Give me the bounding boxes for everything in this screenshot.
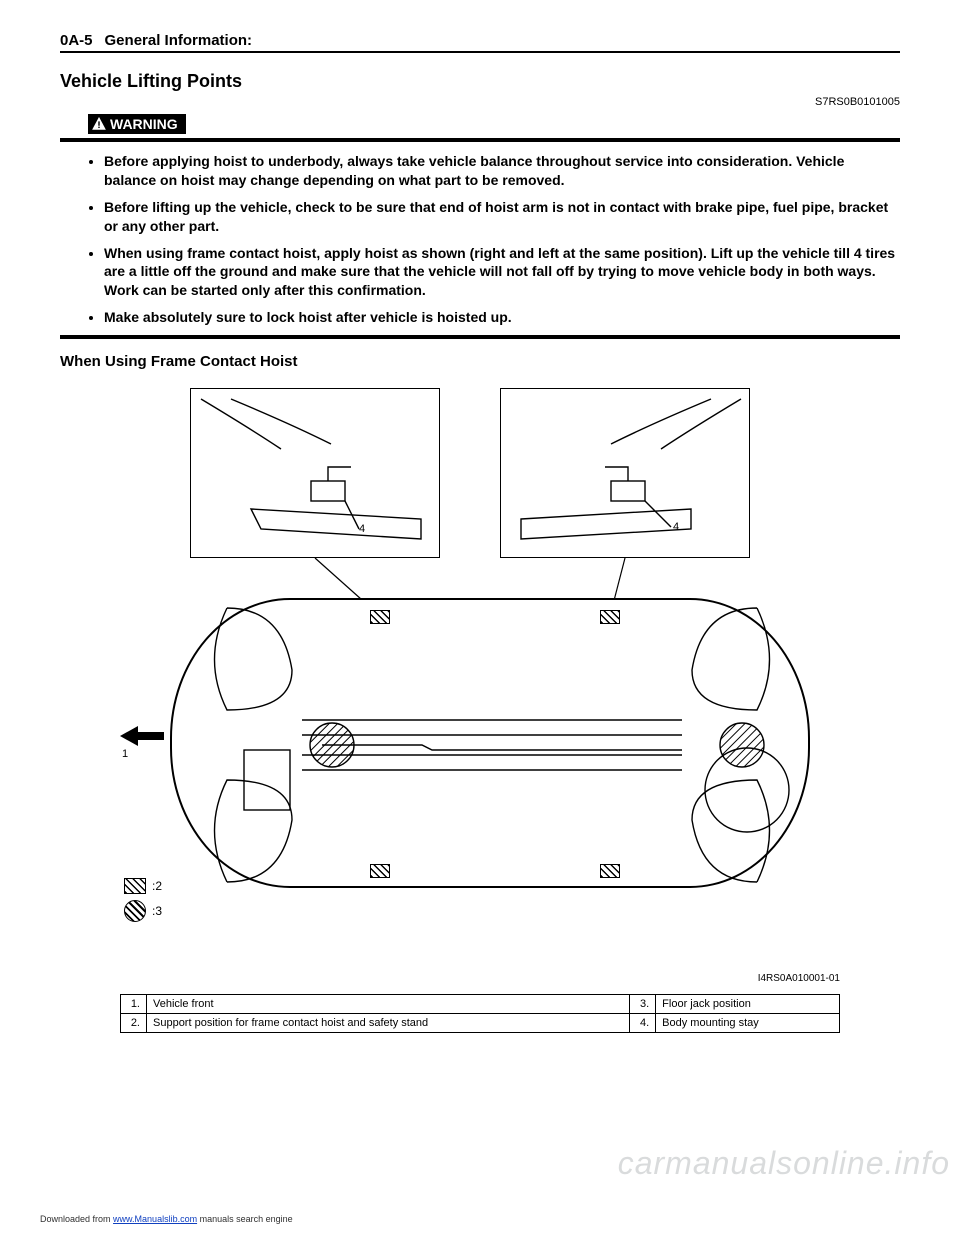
legend-num: 4. — [630, 1014, 656, 1033]
inset-right-label: 4 — [673, 521, 679, 533]
inset-right: 4 — [500, 388, 750, 558]
document-code: S7RS0B0101005 — [60, 96, 900, 108]
legend-key-square: :2 — [124, 878, 162, 894]
hatch-circle-icon — [124, 900, 146, 922]
warning-item: Make absolutely sure to lock hoist after… — [104, 308, 900, 327]
inset-left: 4 — [190, 388, 440, 558]
front-arrow-label: 1 — [122, 748, 128, 760]
legend-text: Support position for frame contact hoist… — [147, 1014, 630, 1033]
inset-left-label: 4 — [359, 523, 365, 535]
support-point-fr — [600, 610, 620, 624]
inset-left-drawing — [191, 389, 441, 559]
legend-key-circle: :3 — [124, 900, 162, 922]
warning-item: Before applying hoist to underbody, alwa… — [104, 152, 900, 190]
legend-keys: :2 :3 — [124, 878, 162, 928]
warning-block: WARNING Before applying hoist to underbo… — [60, 114, 900, 339]
page-header: 0A-5 General Information: — [60, 32, 900, 49]
watermark: carmanualsonline.info — [618, 1145, 950, 1182]
table-row: 1. Vehicle front 3. Floor jack position — [121, 995, 840, 1014]
legend-key-square-label: :2 — [152, 879, 162, 893]
warning-label: WARNING — [88, 114, 186, 134]
legend-text: Vehicle front — [147, 995, 630, 1014]
figure-area: 4 4 — [120, 388, 840, 988]
subheading: When Using Frame Contact Hoist — [60, 353, 900, 370]
figure-code: I4RS0A010001-01 — [758, 973, 840, 984]
warning-list: Before applying hoist to underbody, alwa… — [60, 152, 900, 327]
warning-item: Before lifting up the vehicle, check to … — [104, 198, 900, 236]
section-name: General Information: — [105, 32, 253, 49]
header-rule — [60, 51, 900, 53]
underbody-outline — [170, 598, 810, 888]
legend-table: 1. Vehicle front 3. Floor jack position … — [120, 994, 840, 1033]
warning-rule-bottom — [60, 335, 900, 339]
legend-num: 2. — [121, 1014, 147, 1033]
footer: Downloaded from www.Manualslib.com manua… — [40, 1214, 293, 1224]
section-title: Vehicle Lifting Points — [60, 71, 900, 92]
table-row: 2. Support position for frame contact ho… — [121, 1014, 840, 1033]
warning-label-text: WARNING — [110, 116, 178, 132]
warning-item: When using frame contact hoist, apply ho… — [104, 244, 900, 301]
hatch-square-icon — [124, 878, 146, 894]
legend-num: 1. — [121, 995, 147, 1014]
inset-right-drawing — [501, 389, 751, 559]
support-point-rr — [600, 864, 620, 878]
page-code: 0A-5 — [60, 32, 93, 49]
footer-suffix: manuals search engine — [197, 1214, 293, 1224]
warning-triangle-icon — [92, 117, 106, 131]
underbody-drawing — [172, 600, 812, 890]
support-point-fl — [370, 610, 390, 624]
front-arrow: 1 — [120, 726, 168, 750]
warning-rule-top — [60, 138, 900, 142]
legend-text: Floor jack position — [656, 995, 840, 1014]
legend-text: Body mounting stay — [656, 1014, 840, 1033]
support-point-rl — [370, 864, 390, 878]
legend-num: 3. — [630, 995, 656, 1014]
footer-prefix: Downloaded from — [40, 1214, 113, 1224]
legend-key-circle-label: :3 — [152, 904, 162, 918]
footer-link[interactable]: www.Manualslib.com — [113, 1214, 197, 1224]
